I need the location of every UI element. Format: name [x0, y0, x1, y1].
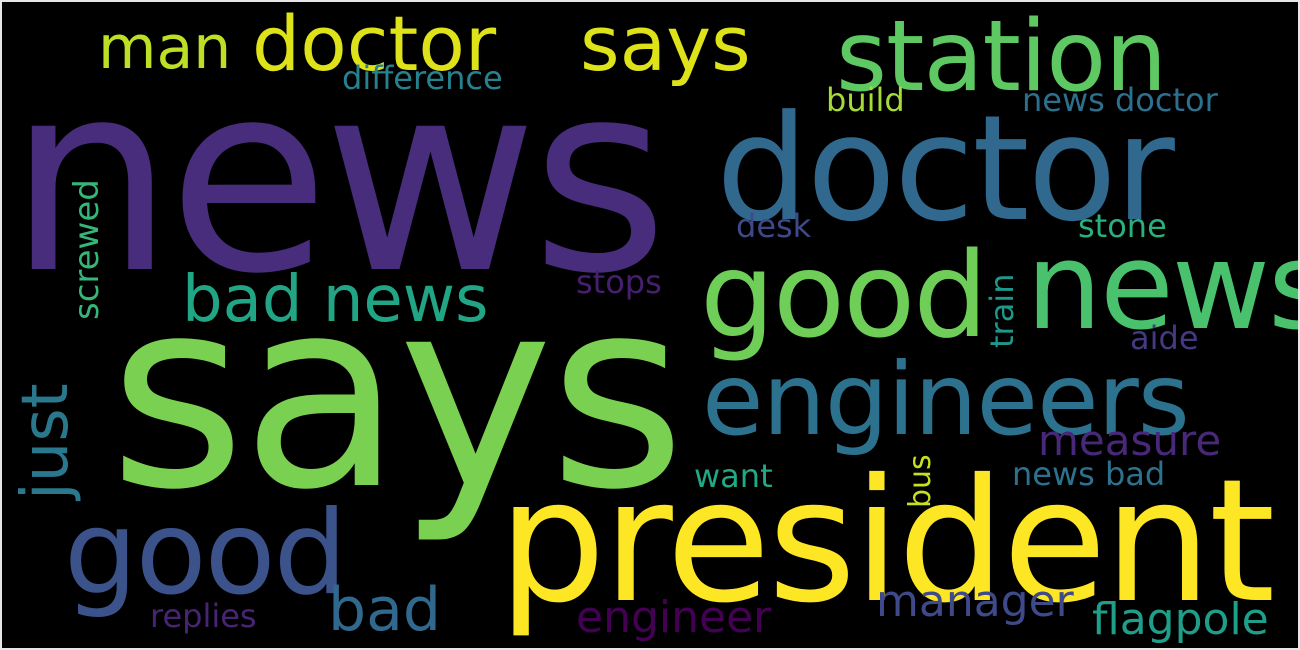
word-stops: stops — [576, 263, 662, 301]
word-train: train — [983, 273, 1021, 348]
word-bad-news: bad news — [182, 263, 489, 337]
word-good-news-good: good — [700, 226, 988, 364]
word-man: man — [98, 13, 232, 83]
word-want: want — [694, 457, 773, 495]
word-doctor-top: doctor — [252, 0, 497, 88]
word-aide: aide — [1130, 319, 1199, 357]
word-difference: difference — [342, 59, 503, 97]
word-good-news-news: news — [1026, 218, 1300, 357]
word-news-doctor: news doctor — [1022, 81, 1218, 119]
word-screwed: screwed — [67, 179, 107, 320]
word-engineer: engineer — [576, 592, 772, 643]
word-says-top: says — [580, 0, 751, 88]
word-news: news — [8, 26, 668, 331]
word-build: build — [826, 81, 905, 119]
word-measure: measure — [1038, 416, 1222, 465]
word-doctor-large: doctor — [716, 84, 1175, 254]
word-says: says — [109, 242, 686, 547]
word-replies: replies — [150, 597, 257, 635]
word-flagpole: flagpole — [1092, 594, 1269, 645]
word-bus: bus — [903, 454, 938, 508]
word-engineers: engineers — [702, 341, 1190, 458]
word-desk: desk — [736, 207, 812, 245]
word-stone: stone — [1078, 207, 1167, 245]
word-bad: bad — [328, 575, 441, 645]
word-news-bad: news bad — [1012, 455, 1166, 493]
word-good-lower: good — [64, 486, 347, 621]
word-just: just — [9, 383, 83, 500]
word-manager: manager — [876, 576, 1074, 627]
word-president: president — [498, 443, 1275, 641]
word-station: station — [836, 0, 1167, 114]
